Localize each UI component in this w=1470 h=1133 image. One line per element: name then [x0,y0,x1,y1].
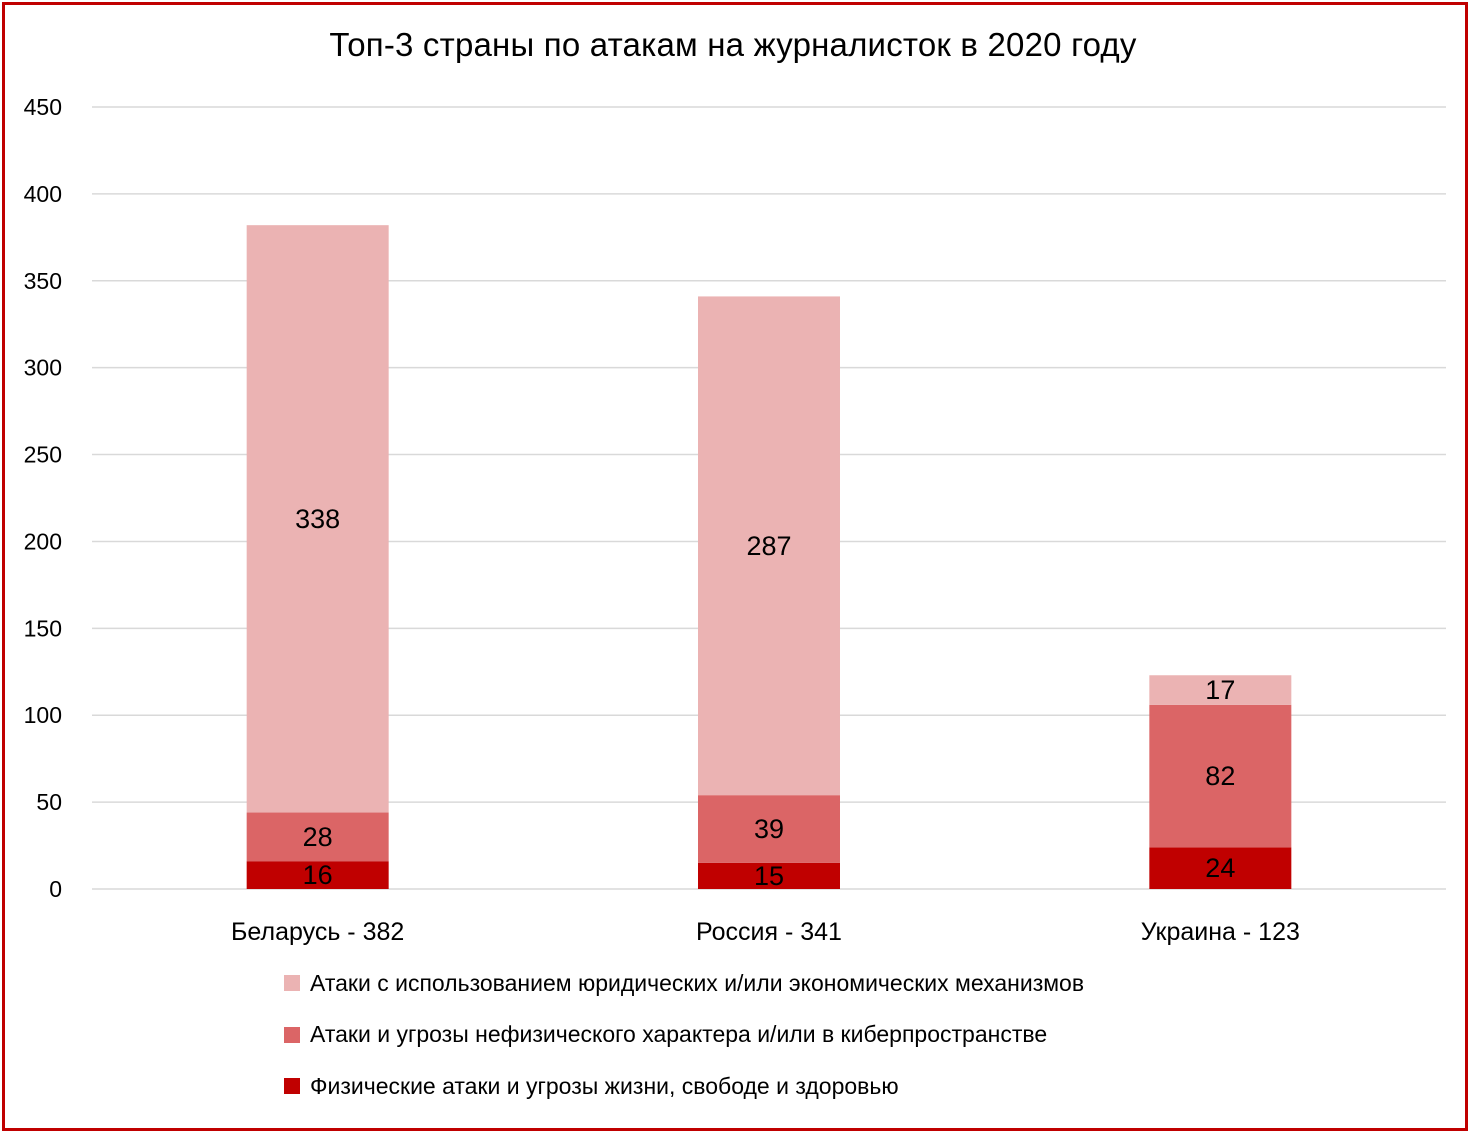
data-label: 24 [1205,853,1235,883]
y-tick-label: 100 [24,702,62,728]
legend-label: Атаки с использованием юридических и/или… [310,969,1085,996]
y-tick-label: 300 [24,355,62,381]
data-label: 39 [754,814,784,844]
data-label: 28 [303,822,333,852]
y-tick-label: 50 [36,789,62,815]
bar-segment [1149,847,1292,889]
bar-segment [1149,675,1292,705]
bar-segment [246,812,389,862]
y-tick-label: 200 [24,528,62,554]
legend-item: Физические атаки и угрозы жизни, свободе… [284,1073,1084,1099]
legend-swatch [284,1026,300,1043]
legend-swatch [284,975,300,991]
data-label: 287 [746,531,791,561]
bar-segment [698,296,840,796]
x-tick-label: Россия - 341 [696,918,842,946]
x-tick-label: Украина - 123 [1141,918,1300,946]
stacked-bar-chart: 0 50 100 150 200 250 300 350 400 450 16 28 338 Белару… [24,94,1446,946]
data-label: 17 [1205,675,1235,705]
chart-title: Топ-3 страны по атакам на журналисток в … [329,26,1137,63]
bar-segment [246,861,389,889]
chart-legend: Атаки с использованием юридических и/или… [284,970,1084,1125]
y-tick-label: 250 [24,442,62,468]
bar-segment [246,225,389,813]
legend-item: Атаки с использованием юридических и/или… [284,970,1084,996]
y-tick-label: 400 [24,181,62,207]
y-tick-label: 450 [24,94,62,120]
data-label: 15 [754,861,784,891]
bar-segment [1149,704,1292,848]
bar-segment [698,862,840,889]
x-tick-label: Беларусь - 382 [231,918,404,946]
y-tick-label: 150 [24,615,62,641]
y-tick-label: 0 [49,876,62,902]
legend-item: Атаки и угрозы нефизического характера и… [284,1021,1084,1048]
y-tick-label: 350 [24,268,62,294]
legend-swatch [284,1078,300,1094]
bar-segment [698,795,840,863]
legend-label: Атаки и угрозы нефизического характера и… [310,1021,1048,1047]
data-label: 338 [295,504,340,534]
data-label: 16 [303,860,333,890]
legend-label: Физические атаки и угрозы жизни, свободе… [310,1072,899,1099]
data-label: 82 [1205,761,1235,791]
